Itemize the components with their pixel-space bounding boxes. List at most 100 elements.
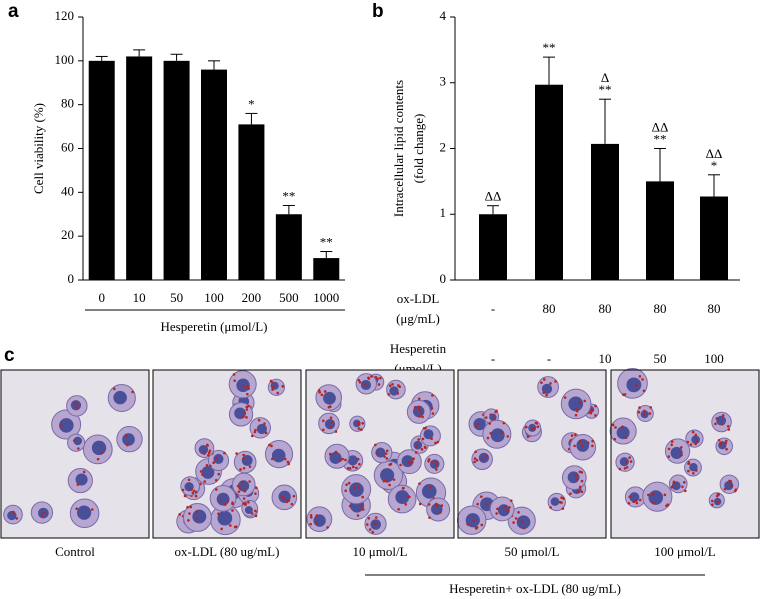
lipid-droplet [435, 463, 438, 467]
lipid-droplet [242, 384, 246, 388]
nucleus [323, 391, 336, 405]
significance-label: Δ [601, 70, 609, 85]
lipid-droplet [651, 493, 655, 496]
significance-label: ΔΔ [706, 146, 723, 161]
treatment-value: - [491, 301, 495, 316]
lipid-droplet [347, 481, 351, 485]
bar [88, 60, 115, 281]
lipid-droplet [628, 456, 631, 459]
treatment-value: 10 [599, 351, 612, 366]
nucleus [241, 454, 253, 466]
lipid-droplet [242, 453, 245, 457]
lipid-droplet [233, 379, 236, 382]
lipid-droplet [418, 482, 421, 485]
lipid-droplet [435, 504, 439, 508]
lipid-droplet [435, 468, 438, 471]
lipid-droplet [309, 513, 313, 517]
nucleus [201, 465, 215, 479]
lipid-droplet [353, 486, 357, 489]
lipid-droplet [435, 460, 438, 464]
lipid-droplet [250, 512, 254, 515]
micrograph-border [610, 369, 760, 539]
lipid-droplet [721, 422, 724, 426]
lipid-droplet [692, 471, 695, 475]
lipid-droplet [387, 393, 390, 396]
lipid-droplet [361, 421, 365, 425]
lipid-droplet [242, 466, 246, 470]
lipid-droplet [642, 389, 646, 393]
lipid-droplet [42, 511, 46, 515]
significance-label: ** [320, 234, 333, 249]
lipid-droplet [126, 443, 129, 447]
lipid-droplet [195, 517, 199, 521]
x-axis-label: Hesperetin (μmol/L) [161, 319, 268, 334]
lipid-droplet [388, 384, 392, 388]
lipid-droplet [687, 462, 691, 465]
lipid-droplet [246, 392, 249, 396]
lipid-droplet [647, 493, 650, 497]
lipid-droplet [509, 499, 513, 502]
lipid-droplet [493, 416, 496, 420]
lipid-droplet [245, 408, 249, 411]
lipid-droplet [665, 504, 668, 508]
micrograph-caption: 10 μmol/L [353, 544, 408, 559]
nucleus [423, 429, 434, 440]
lipid-droplet [496, 507, 499, 511]
nucleus [626, 377, 642, 393]
lipid-droplet [420, 448, 424, 451]
nucleus [429, 459, 440, 469]
lipid-droplet [591, 408, 595, 412]
micrograph-caption: 100 μmol/L [654, 544, 716, 559]
lipid-droplet [212, 461, 215, 465]
treatment-value: 100 [704, 351, 724, 366]
lipid-droplet [290, 502, 294, 506]
lipid-droplet [632, 500, 636, 504]
nucleus [670, 446, 683, 460]
lipid-droplet [614, 426, 617, 429]
lipid-droplet [667, 447, 671, 451]
panel-label: b [372, 1, 384, 22]
significance-label: ** [282, 188, 295, 203]
lipid-droplet [495, 409, 498, 413]
lipid-droplet [573, 444, 576, 448]
lipid-droplet [723, 487, 727, 491]
x-tick-label: 0 [98, 290, 105, 305]
lipid-droplet [96, 457, 100, 461]
lipid-droplet [181, 488, 185, 492]
lipid-droplet [271, 388, 274, 391]
lipid-droplet [430, 460, 434, 464]
lipid-droplet [431, 394, 434, 397]
lipid-droplet [356, 514, 360, 517]
lipid-droplet [131, 390, 134, 394]
lipid-droplet [634, 384, 638, 387]
lipid-droplet [245, 416, 248, 419]
lipid-droplet [82, 470, 86, 474]
lipid-droplet [207, 453, 210, 457]
lipid-droplet [475, 424, 478, 428]
lipid-droplet [388, 483, 391, 487]
nucleus [217, 510, 233, 526]
lipid-droplet [410, 460, 414, 464]
lipid-droplet [480, 495, 483, 498]
lipid-droplet [580, 490, 584, 494]
lipid-droplet [635, 501, 639, 505]
lipid-droplet [244, 502, 247, 505]
lipid-droplet [724, 439, 728, 443]
lipid-droplet [358, 380, 362, 384]
lipid-droplet [243, 489, 247, 493]
lipid-droplet [327, 405, 331, 409]
nucleus [716, 415, 727, 426]
lipid-droplet [322, 428, 325, 432]
significance-label: ** [654, 131, 667, 146]
lipid-droplet [520, 520, 524, 523]
lipid-droplet [417, 408, 421, 412]
treatment-value: - [547, 351, 551, 366]
lipid-droplet [284, 457, 287, 461]
panel-label: c [4, 345, 15, 366]
lipid-droplet [625, 465, 629, 469]
micrograph-border [0, 369, 150, 539]
significance-label: ** [543, 40, 556, 55]
lipid-droplet [691, 430, 695, 434]
lipid-droplet [475, 459, 479, 462]
lipid-droplet [254, 486, 258, 490]
